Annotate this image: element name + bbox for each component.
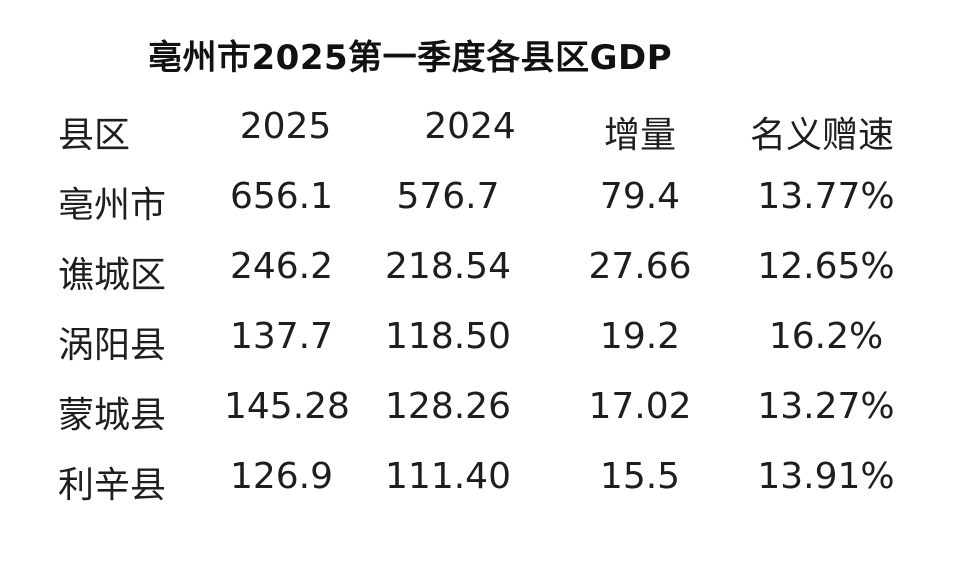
cell-2025: 656.1 [229, 176, 334, 217]
cell-county: 谯城区 [58, 255, 167, 296]
header-2025: 2025 [239, 106, 332, 147]
cell-growth-rate: 16.2% [768, 316, 884, 357]
cell-growth-rate: 12.65% [757, 246, 895, 287]
cell-county: 亳州市 [58, 185, 167, 226]
cell-2025: 126.9 [229, 456, 334, 497]
cell-increase: 27.66 [588, 246, 692, 287]
cell-growth-rate: 13.27% [757, 386, 895, 427]
cell-county: 涡阳县 [58, 325, 167, 366]
cell-2025: 145.28 [224, 386, 350, 427]
header-county: 县区 [58, 115, 131, 156]
cell-2025: 246.2 [229, 246, 334, 287]
cell-2024: 218.54 [385, 246, 511, 287]
table-row: 亳州市 656.1 576.7 79.4 13.77% [0, 168, 953, 238]
table-row: 谯城区 246.2 218.54 27.66 12.65% [0, 238, 953, 308]
page-title: 亳州市2025第一季度各县区GDP [148, 38, 673, 78]
cell-increase: 17.02 [588, 386, 692, 427]
table-row: 利辛县 126.9 111.40 15.5 13.91% [0, 448, 953, 518]
cell-2024: 118.50 [385, 316, 511, 357]
table-header-row: 县区 2025 2024 增量 名义赠速 [0, 98, 953, 168]
header-increase: 增量 [603, 115, 676, 156]
header-growth-rate: 名义赠速 [749, 115, 894, 156]
table-row: 涡阳县 137.7 118.50 19.2 16.2% [0, 308, 953, 378]
cell-2025: 137.7 [229, 316, 334, 357]
gdp-table: 县区 2025 2024 增量 名义赠速 亳州市 656.1 576.7 79.… [0, 98, 953, 518]
cell-county: 蒙城县 [58, 395, 167, 436]
cell-county: 利辛县 [58, 465, 167, 506]
cell-2024: 576.7 [396, 176, 500, 217]
cell-2024: 111.40 [385, 456, 511, 497]
cell-growth-rate: 13.91% [757, 456, 895, 497]
table-row: 蒙城县 145.28 128.26 17.02 13.27% [0, 378, 953, 448]
cell-2024: 128.26 [385, 386, 511, 427]
cell-increase: 79.4 [599, 176, 681, 217]
cell-increase: 19.2 [599, 316, 681, 357]
cell-increase: 15.5 [599, 456, 681, 497]
header-2024: 2024 [424, 106, 516, 147]
cell-growth-rate: 13.77% [757, 176, 895, 217]
